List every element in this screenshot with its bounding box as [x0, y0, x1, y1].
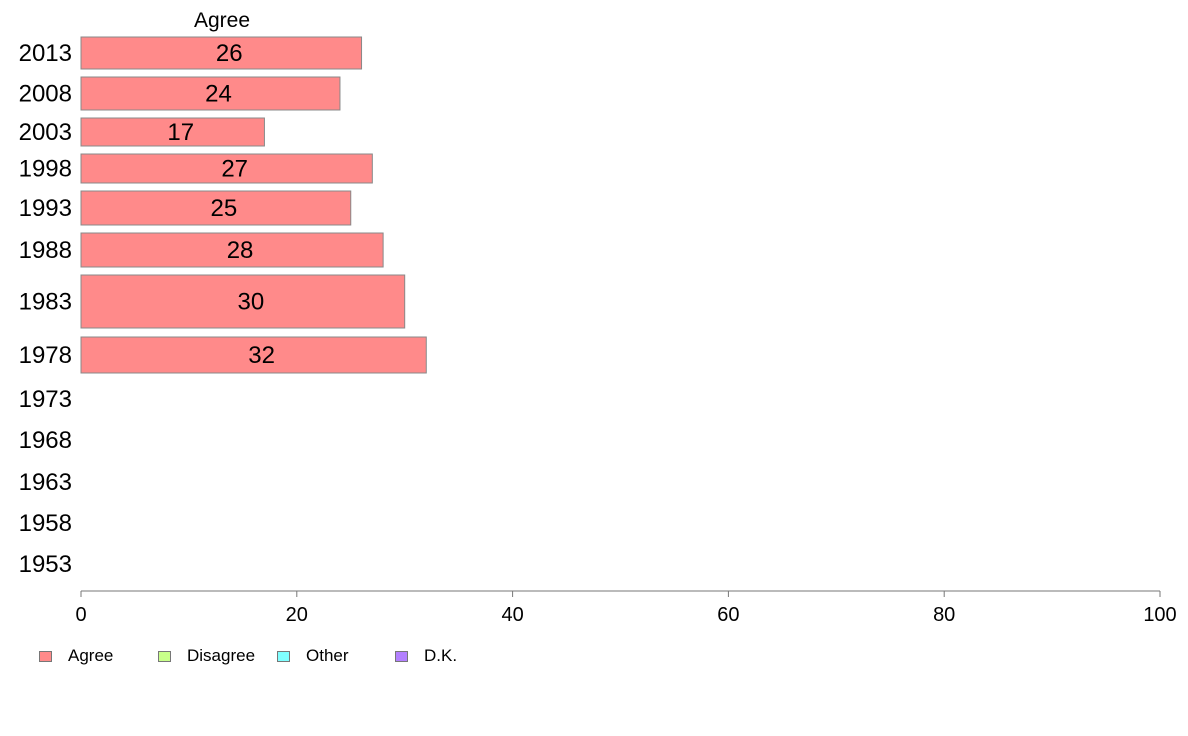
bar-1998	[80, 153, 373, 184]
legend-item-disagree: Disagree	[158, 646, 255, 666]
bar-1983	[80, 274, 406, 329]
x-tick-label-100: 100	[1143, 604, 1176, 626]
bar-2003	[80, 117, 265, 147]
bar-value-label-1983: 30	[237, 289, 264, 316]
x-tick-label-40: 40	[501, 604, 523, 626]
year-label-1978: 1978	[19, 342, 72, 369]
bars: 26 24 17 27 25 28 30 32	[80, 36, 427, 374]
bar-value-label-1978: 32	[248, 342, 275, 369]
bar-1993	[80, 190, 352, 226]
bar-value-label-1988: 28	[227, 237, 254, 264]
bar-2008	[80, 76, 341, 111]
legend-swatch-dk	[395, 650, 408, 662]
legend-item-other: Other	[277, 646, 349, 666]
year-label-2013: 2013	[19, 40, 72, 67]
year-label-1973: 1973	[19, 386, 72, 413]
legend-label-disagree: Disagree	[187, 646, 256, 665]
bar-1988	[80, 232, 384, 268]
x-tick-label-60: 60	[717, 604, 739, 626]
x-axis: 0 20 40 60 80 100	[75, 590, 1177, 626]
year-label-1963: 1963	[19, 469, 72, 496]
legend-item-dk: D.K.	[395, 646, 457, 666]
legend-swatch-disagree	[158, 650, 171, 662]
year-label-1983: 1983	[19, 289, 72, 316]
legend-label-agree: Agree	[68, 646, 114, 665]
year-label-2008: 2008	[19, 81, 72, 108]
year-label-1953: 1953	[19, 551, 72, 578]
x-tick-label-20: 20	[286, 604, 308, 626]
legend-swatch-other	[277, 650, 290, 662]
year-label-1998: 1998	[19, 156, 72, 183]
year-label-1988: 1988	[19, 237, 72, 264]
x-tick-label-0: 0	[75, 604, 86, 626]
bar-value-label-1993: 25	[211, 195, 238, 222]
year-label-2003: 2003	[19, 119, 72, 146]
legend-label-other: Other	[306, 646, 349, 665]
bar-value-label-2013: 26	[216, 40, 243, 67]
legend-item-agree: Agree	[39, 646, 113, 666]
bar-2013	[80, 36, 363, 70]
column-header: Agree	[194, 9, 250, 32]
year-label-1958: 1958	[19, 510, 72, 537]
legend-label-dk: D.K.	[424, 646, 458, 665]
bar-value-label-1998: 27	[221, 156, 248, 183]
bar-value-label-2003: 17	[167, 119, 194, 146]
year-label-1968: 1968	[19, 427, 72, 454]
year-labels: 2013 2008 2003 1998 1993 1988 1983 1978 1973 1968…	[19, 40, 72, 578]
x-tick-label-80: 80	[933, 604, 955, 626]
bar-value-label-2008: 24	[205, 81, 232, 108]
bar-1978	[80, 336, 427, 374]
year-label-1993: 1993	[19, 195, 72, 222]
legend-swatch-agree	[39, 650, 52, 662]
